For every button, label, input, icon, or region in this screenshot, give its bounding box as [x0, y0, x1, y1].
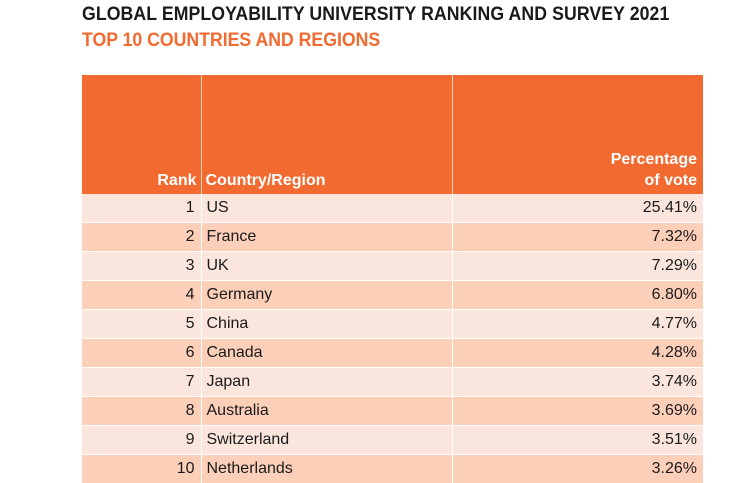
country-cell: Germany	[201, 281, 452, 310]
rank-cell: 6	[82, 339, 201, 368]
rank-cell: 2	[82, 223, 201, 252]
country-cell: France	[201, 223, 452, 252]
country-cell: Canada	[201, 339, 452, 368]
country-cell: Australia	[201, 397, 452, 426]
rank-cell: 1	[82, 194, 201, 223]
percentage-header: Percentage of vote	[452, 75, 703, 194]
country-cell: Switzerland	[201, 426, 452, 455]
percentage-cell: 25.41%	[452, 194, 703, 223]
rank-cell: 9	[82, 426, 201, 455]
percentage-header-line2: of vote	[645, 172, 697, 189]
percentage-cell: 3.69%	[452, 397, 703, 426]
rank-cell: 3	[82, 252, 201, 281]
rank-header: Rank	[82, 75, 201, 194]
percentage-header-line1: Percentage	[611, 151, 697, 168]
percentage-cell: 6.80%	[452, 281, 703, 310]
page-subtitle: TOP 10 COUNTRIES AND REGIONS	[82, 30, 380, 52]
country-cell: Japan	[201, 368, 452, 397]
rank-cell: 10	[82, 455, 201, 483]
page-title: GLOBAL EMPLOYABILITY UNIVERSITY RANKING …	[82, 4, 669, 26]
percentage-cell: 3.74%	[452, 368, 703, 397]
rank-cell: 4	[82, 281, 201, 310]
percentage-cell: 3.26%	[452, 455, 703, 483]
country-cell: UK	[201, 252, 452, 281]
rank-cell: 7	[82, 368, 201, 397]
percentage-cell: 4.77%	[452, 310, 703, 339]
country-cell: Netherlands	[201, 455, 452, 483]
percentage-cell: 3.51%	[452, 426, 703, 455]
percentage-cell: 7.29%	[452, 252, 703, 281]
percentage-cell: 4.28%	[452, 339, 703, 368]
percentage-cell: 7.32%	[452, 223, 703, 252]
rank-cell: 5	[82, 310, 201, 339]
table-header-row: Rank Country/Region Percentage of vote	[82, 75, 703, 194]
country-header: Country/Region	[201, 75, 452, 194]
country-cell: US	[201, 194, 452, 223]
rank-cell: 8	[82, 397, 201, 426]
country-cell: China	[201, 310, 452, 339]
